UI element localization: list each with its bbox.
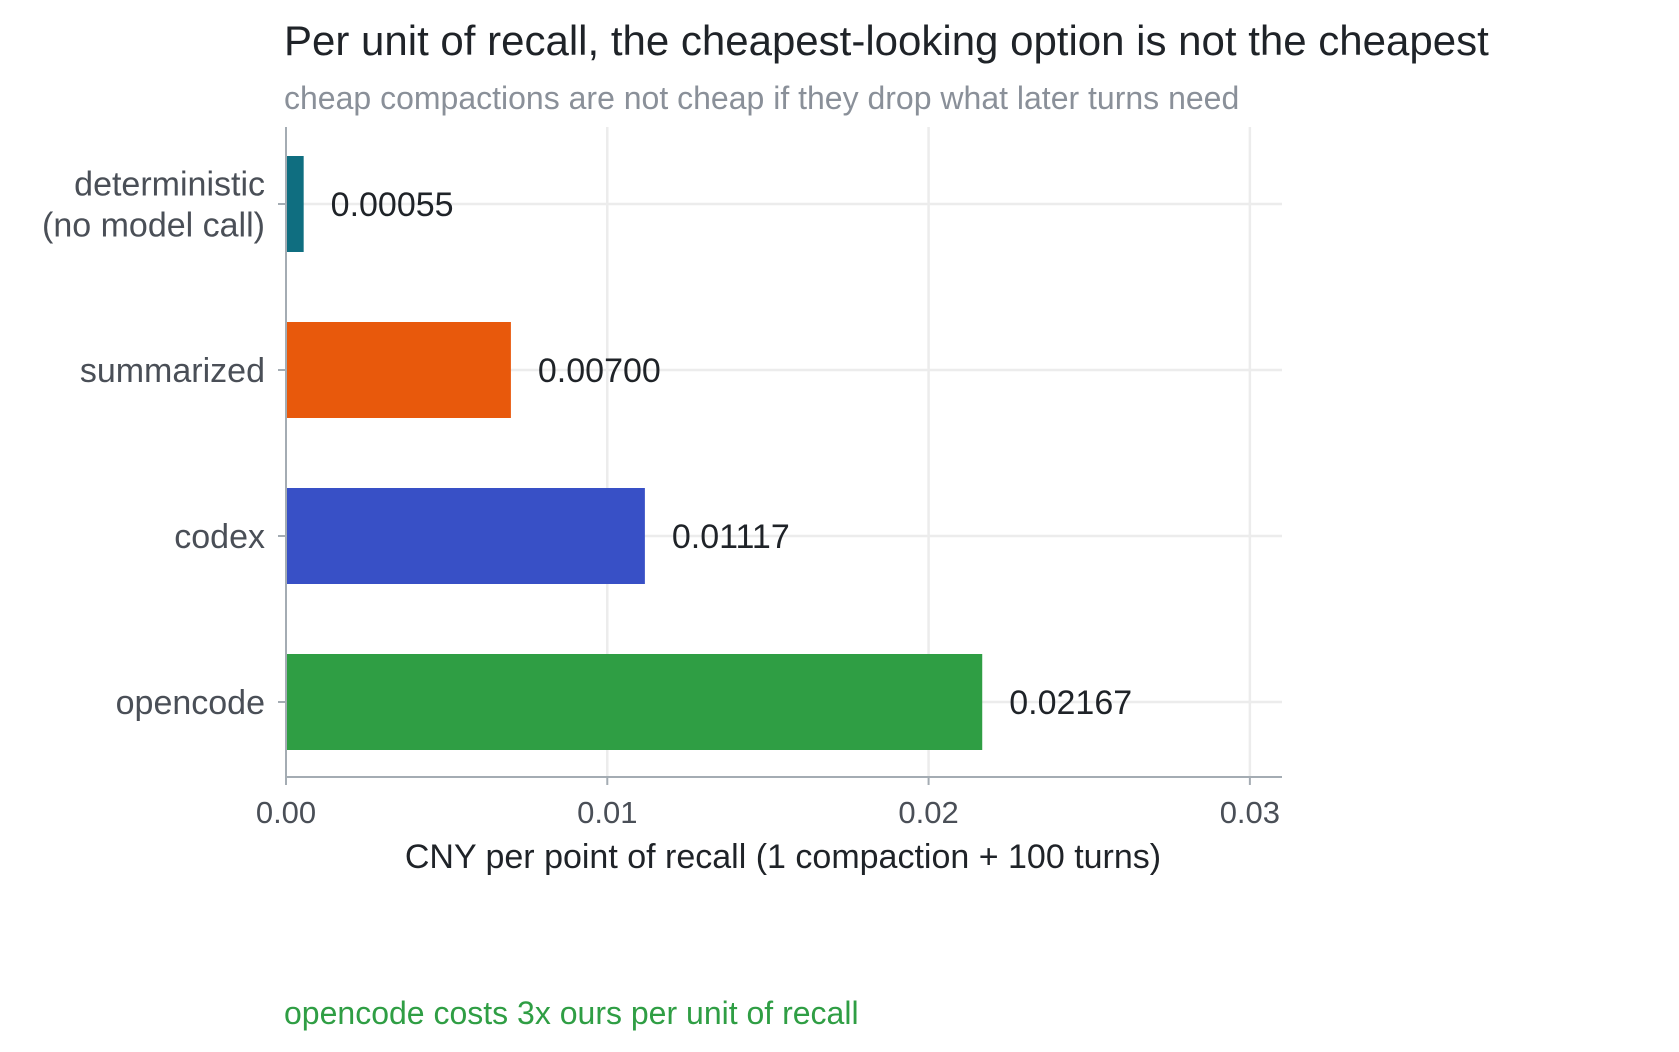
value-label-0: 0.00055 bbox=[331, 186, 454, 224]
bar-0 bbox=[286, 156, 304, 252]
chart-subtitle: cheap compactions are not cheap if they … bbox=[284, 80, 1239, 116]
chart-title: Per unit of recall, the cheapest-looking… bbox=[284, 17, 1489, 64]
x-tick-label-2: 0.02 bbox=[898, 795, 958, 830]
category-label-1: summarized bbox=[80, 352, 265, 390]
category-label-0-line-1: (no model call) bbox=[42, 207, 265, 245]
category-label-0-line-0: deterministic bbox=[74, 166, 265, 204]
x-tick-label-1: 0.01 bbox=[577, 795, 637, 830]
bars bbox=[286, 156, 983, 750]
x-tick-label-0: 0.00 bbox=[256, 795, 316, 830]
value-label-2: 0.01117 bbox=[672, 518, 790, 556]
x-tick-label-3: 0.03 bbox=[1220, 795, 1280, 830]
value-label-1: 0.00700 bbox=[538, 352, 661, 390]
category-label-2: codex bbox=[174, 518, 265, 556]
axes bbox=[278, 127, 1282, 785]
bar-3 bbox=[286, 654, 983, 750]
labels: 0.00055 deterministic(no model call) 0.007… bbox=[42, 166, 1280, 831]
category-label-3: opencode bbox=[116, 684, 265, 722]
bar-2 bbox=[286, 488, 645, 584]
x-axis-label: CNY per point of recall (1 compaction + … bbox=[405, 838, 1161, 876]
chart-annotation: opencode costs 3x ours per unit of recal… bbox=[284, 995, 859, 1031]
value-label-3: 0.02167 bbox=[1009, 684, 1132, 722]
bar-1 bbox=[286, 322, 511, 418]
